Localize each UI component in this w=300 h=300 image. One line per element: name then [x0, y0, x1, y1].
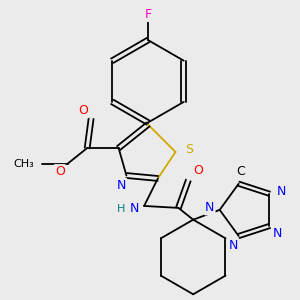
Text: C: C: [236, 166, 245, 178]
Text: N: N: [117, 179, 126, 192]
Text: F: F: [145, 8, 152, 21]
Text: O: O: [78, 104, 88, 117]
Text: S: S: [185, 143, 193, 157]
Text: N: N: [229, 239, 239, 252]
Text: CH₃: CH₃: [14, 159, 34, 169]
Text: O: O: [193, 164, 203, 177]
Text: H: H: [117, 204, 126, 214]
Text: N: N: [277, 185, 286, 198]
Text: N: N: [273, 227, 282, 240]
Text: O: O: [55, 165, 64, 178]
Text: N: N: [130, 202, 139, 215]
Text: N: N: [205, 201, 214, 214]
